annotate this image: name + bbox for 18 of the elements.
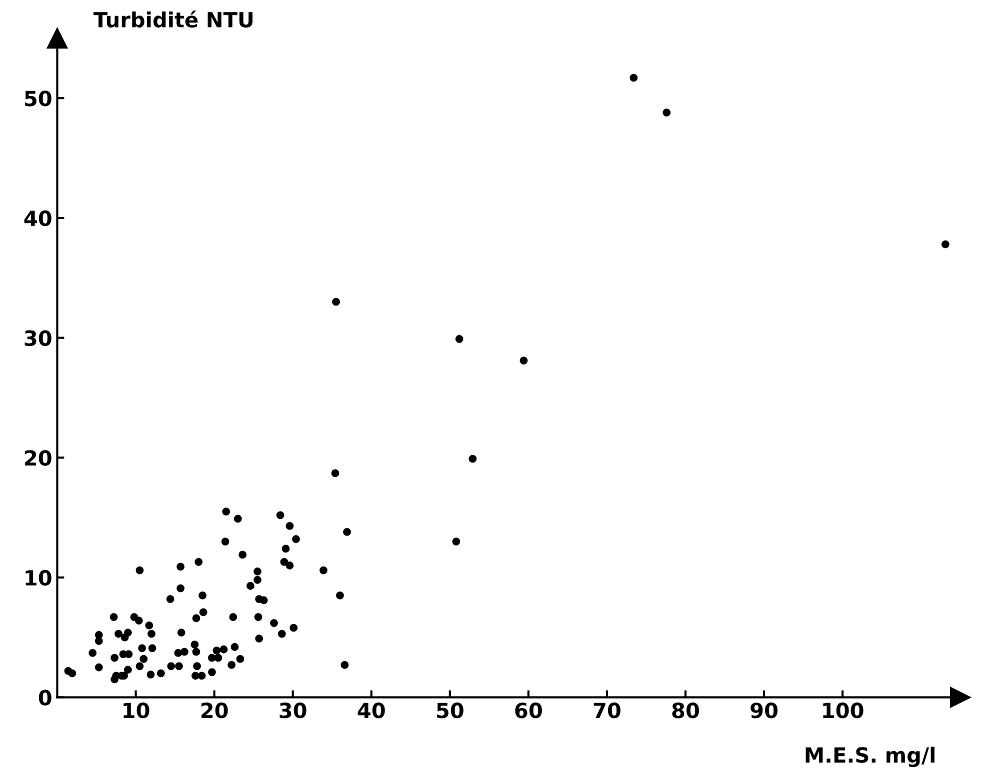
y-tick-label: 20 [25,450,52,466]
x-tick-label: 100 [823,702,864,718]
x-tick-label: 80 [672,702,699,718]
x-tick-label: 50 [437,702,464,718]
y-tick-label: 10 [26,570,52,586]
x-tick-label: 70 [594,702,620,718]
x-tick-label: 90 [750,702,778,718]
y-tick-label: 30 [24,330,52,346]
y-tick-label: 0 [38,690,52,706]
x-tick-label: 40 [358,702,385,718]
y-tick-label: 40 [24,210,52,226]
x-tick-label: 10 [124,702,150,718]
x-axis-title: M.E.S. mg/l [806,746,934,768]
x-tick-label: 30 [280,702,306,718]
x-tick-label: 20 [201,702,228,718]
x-tick-label: 60 [515,702,542,718]
y-tick-label: 50 [25,90,52,106]
y-axis-title: Turbidité NTU [93,10,252,28]
